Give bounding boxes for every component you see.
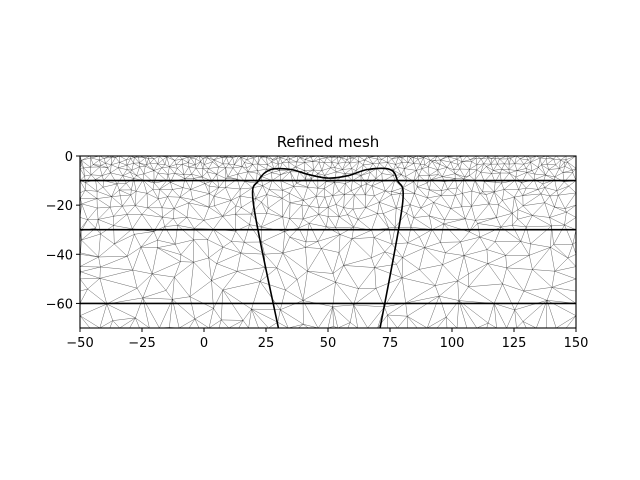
x-tick-label: 75 — [382, 336, 399, 351]
layer-boundaries — [80, 179, 576, 305]
y-tick-label: −40 — [46, 248, 73, 263]
y-tick-label: 0 — [65, 150, 73, 165]
x-tick-label: 100 — [440, 336, 465, 351]
x-tick-label: −25 — [128, 336, 155, 351]
x-tick-label: 25 — [258, 336, 275, 351]
triangular-mesh — [80, 156, 576, 328]
x-tick-label: 150 — [564, 336, 589, 351]
chart-title: Refined mesh — [277, 133, 380, 151]
x-tick-label: 0 — [200, 336, 208, 351]
y-tick-label: −60 — [46, 297, 73, 312]
x-tick-label: 50 — [320, 336, 337, 351]
x-tick-label: −50 — [66, 336, 93, 351]
mesh-edges — [80, 156, 576, 328]
x-axis: −50 −25 0 25 50 75 100 125 150 — [66, 328, 588, 351]
x-tick-label: 125 — [502, 336, 527, 351]
y-tick-label: −20 — [46, 199, 73, 214]
y-axis: 0 −20 −40 −60 — [46, 150, 80, 312]
anomaly-outline — [251, 167, 404, 329]
